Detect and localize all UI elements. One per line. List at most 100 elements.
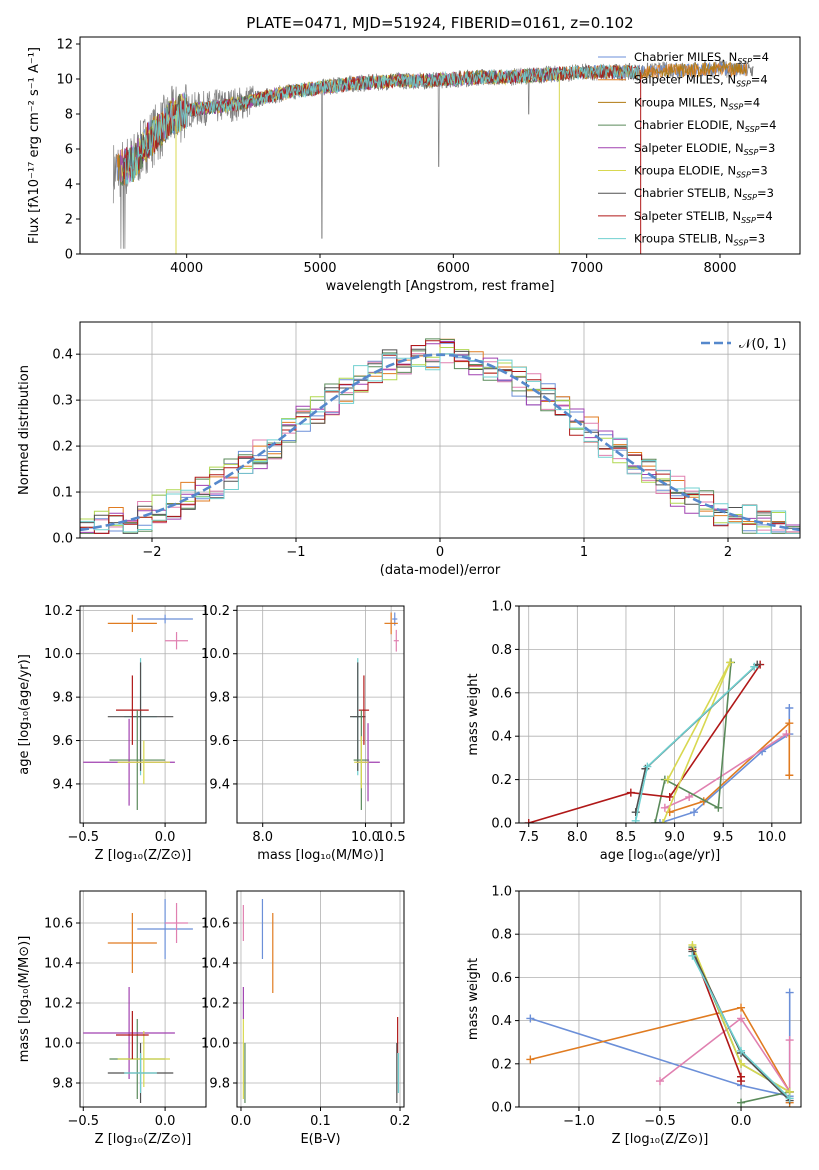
massweight-vs-age-point-marker [660,803,669,812]
residuals-histogram-step [80,338,800,534]
massweight-vs-Z-point-marker [526,1055,535,1064]
massweight-vs-age-series-line [664,733,787,809]
mass-vs-Z-plot [83,899,193,1103]
age-vs-mass-xtick-label: 10.0 [351,830,380,845]
residuals-ytick-label: 0.2 [52,440,73,455]
massweight-vs-Z-point-marker [737,1003,746,1012]
residuals-xtick-label: 2 [724,545,732,560]
age-vs-Z-ylabel: age [log₁₀(age/yr)] [17,654,32,775]
residuals-ytick-label: 0.0 [52,532,73,547]
spectrum-model-line [124,63,641,185]
mass-vs-Z-ylabel: mass [log₁₀(M/M⊙)] [17,936,32,1063]
massweight-vs-Z-point-marker [737,1059,746,1068]
massweight-vs-Z-point-marker [737,1098,746,1107]
age-vs-Z-plot [83,614,193,810]
massweight-vs-age-series-line [634,666,755,821]
mass-vs-ebv-ytick-label: 10.6 [201,917,230,932]
massweight-vs-age-xtick-label: 9.0 [664,830,685,845]
massweight-vs-Z-point-marker [737,1077,746,1086]
mass-vs-Z-ytick-label: 10.4 [44,957,73,972]
massweight-vs-Z-ytick-label: 0.0 [491,1101,512,1116]
massweight-vs-age-ytick-label: 0.6 [491,686,512,701]
mass-vs-ebv-xlabel: E(B-V) [300,1132,340,1147]
residuals-xtick-label: 0 [436,545,444,560]
massweight-vs-Z-xtick-label: −1.0 [563,1114,595,1129]
massweight-vs-Z-ytick-label: 0.4 [491,1014,512,1029]
massweight-vs-Z-plot [526,941,794,1107]
age-vs-Z-ytick-label: 9.4 [52,777,73,792]
spectrum-legend-label: Kroupa ELODIE, NSSP=3 [634,164,768,180]
massweight-vs-age-plot [524,658,794,823]
age-vs-mass-ytick-label: 9.8 [209,691,230,706]
mass-vs-Z-xlabel: Z [log₁₀(Z/Z⊙)] [95,1132,192,1147]
mass-vs-Z-ytick-label: 10.6 [44,917,73,932]
mass-vs-Z-axes [80,891,206,1107]
massweight-vs-age-xlabel: age [log₁₀(age/yr)] [600,848,721,863]
age-vs-mass-xtick-label: 8.0 [252,830,273,845]
spectrum-legend-label: Kroupa MILES, NSSP=4 [634,95,760,111]
age-vs-mass-axes [237,606,404,823]
residuals-ylabel: Normed distribution [17,365,32,495]
spectrum-legend-label: Chabrier ELODIE, NSSP=4 [634,118,776,134]
mass-vs-ebv-plot [242,899,400,1103]
massweight-vs-age-point-marker [690,808,699,817]
spectrum-axes [112,60,754,254]
massweight-vs-Z-ytick-label: 0.2 [491,1057,512,1072]
massweight-vs-age-point-marker [651,819,660,823]
massweight-vs-Z-point-marker [688,951,697,960]
age-vs-Z-xlabel: Z [log₁₀(Z/Z⊙)] [95,848,192,863]
massweight-vs-age-ytick-label: 0.0 [491,817,512,832]
spectrum-ytick-label: 10 [56,73,73,88]
spectrum-ytick-label: 0 [65,248,73,263]
mass-vs-ebv-xtick-label: 0.1 [310,1114,331,1129]
massweight-vs-age-point-marker [685,792,694,801]
massweight-vs-Z-point-marker [656,1077,664,1086]
spectrum-plot [112,60,754,254]
massweight-vs-age-ytick-label: 1.0 [491,600,512,615]
age-vs-mass-ytick-label: 9.4 [209,777,230,792]
spectrum-legend-label: Kroupa STELIB, NSSP=3 [634,232,765,248]
massweight-vs-age-frame [518,605,802,824]
residuals-xtick-label: 1 [580,545,588,560]
mass-vs-ebv-axes [237,891,404,1107]
massweight-vs-age-point-marker [626,788,635,797]
spectrum-xtick-label: 7000 [570,261,603,276]
spectrum-legend-label: Chabrier MILES, NSSP=4 [634,50,769,66]
residuals-normal-curve [80,353,800,532]
age-vs-mass-ytick-label: 10.2 [201,604,230,619]
age-vs-mass-xtick-label: 10.5 [377,830,406,845]
age-vs-Z-ytick-label: 10.0 [44,647,73,662]
mass-vs-Z-ytick-label: 10.0 [44,1037,73,1052]
residuals-xlabel: (data-model)/error [380,563,501,578]
massweight-vs-age-xtick-label: 8.5 [616,830,637,845]
age-vs-mass-ytick-label: 10.0 [201,647,230,662]
spectrum-xtick-label: 8000 [703,261,736,276]
spectrum-xtick-label: 6000 [437,261,470,276]
spectrum-legend-label: Salpeter STELIB, NSSP=4 [634,209,773,225]
massweight-vs-age-point-marker [785,703,794,712]
massweight-vs-age-series-line [659,708,791,823]
massweight-vs-age-ytick-label: 0.2 [491,773,512,788]
age-vs-mass-xlabel: mass [log₁₀(M/M⊙)] [257,848,384,863]
massweight-vs-age-point-marker [785,771,794,780]
massweight-vs-age-point-marker [631,816,640,823]
massweight-vs-Z-point-marker [526,1014,535,1023]
spectrum-ytick-label: 6 [65,143,73,158]
residuals-xtick-label: −2 [142,545,161,560]
mass-vs-ebv-ytick-label: 10.2 [201,997,230,1012]
massweight-vs-age-xtick-label: 9.5 [713,830,734,845]
massweight-vs-age-series-line [634,664,758,813]
mass-vs-ebv-xtick-label: 0.2 [390,1114,411,1129]
massweight-vs-Z-point-marker [785,1036,794,1045]
massweight-vs-Z-point-marker [785,1094,794,1103]
massweight-vs-Z-point-marker [737,1046,746,1055]
age-vs-Z-ytick-label: 9.6 [52,734,73,749]
residuals-plot [80,338,800,534]
mass-vs-Z-xtick-label: −0.5 [67,1114,99,1129]
massweight-vs-Z-ytick-label: 0.8 [491,928,512,943]
residuals-ytick-label: 0.1 [52,486,73,501]
massweight-vs-Z-point-marker [737,1014,746,1023]
spectrum-legend-label: Salpeter ELODIE, NSSP=3 [634,141,775,157]
massweight-vs-age-xtick-label: 7.5 [518,830,539,845]
